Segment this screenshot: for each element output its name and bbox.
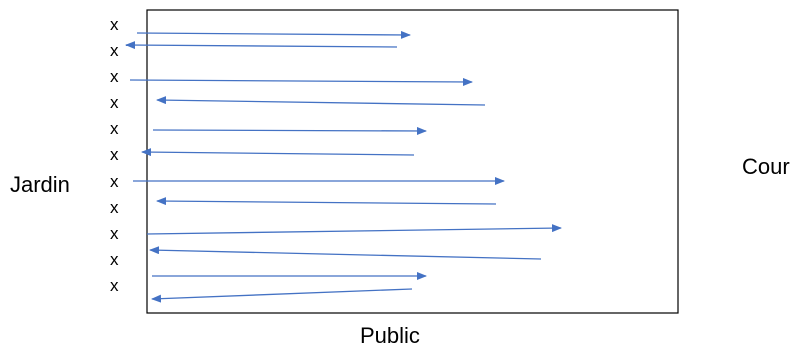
position-marker: x [110,119,119,138]
position-marker: x [110,172,119,191]
position-marker: x [110,145,119,164]
movement-arrow-4 [156,96,486,106]
position-marker: x [110,276,119,295]
position-marker: x [110,93,119,112]
position-marker: x [110,198,119,217]
movement-arrow-9 [146,224,562,235]
movement-arrow-10 [149,246,542,260]
movement-arrow-3 [129,77,473,86]
movement-arrow-1 [136,30,411,39]
position-marker: x [110,250,119,269]
label-cour: Cour [742,154,790,179]
label-jardin: Jardin [10,172,70,197]
movement-arrow-5 [152,126,427,135]
label-public: Public [360,323,420,348]
position-marker: x [110,67,119,86]
movement-arrow-6 [141,148,415,157]
movement-arrow-2 [125,41,398,50]
movement-arrows [125,30,562,303]
movement-arrow-12 [151,288,413,303]
stage-outline [146,9,679,314]
position-marker: x [110,41,119,60]
position-marker: x [110,224,119,243]
position-marker: x [110,15,119,34]
movement-arrow-8 [156,197,497,206]
